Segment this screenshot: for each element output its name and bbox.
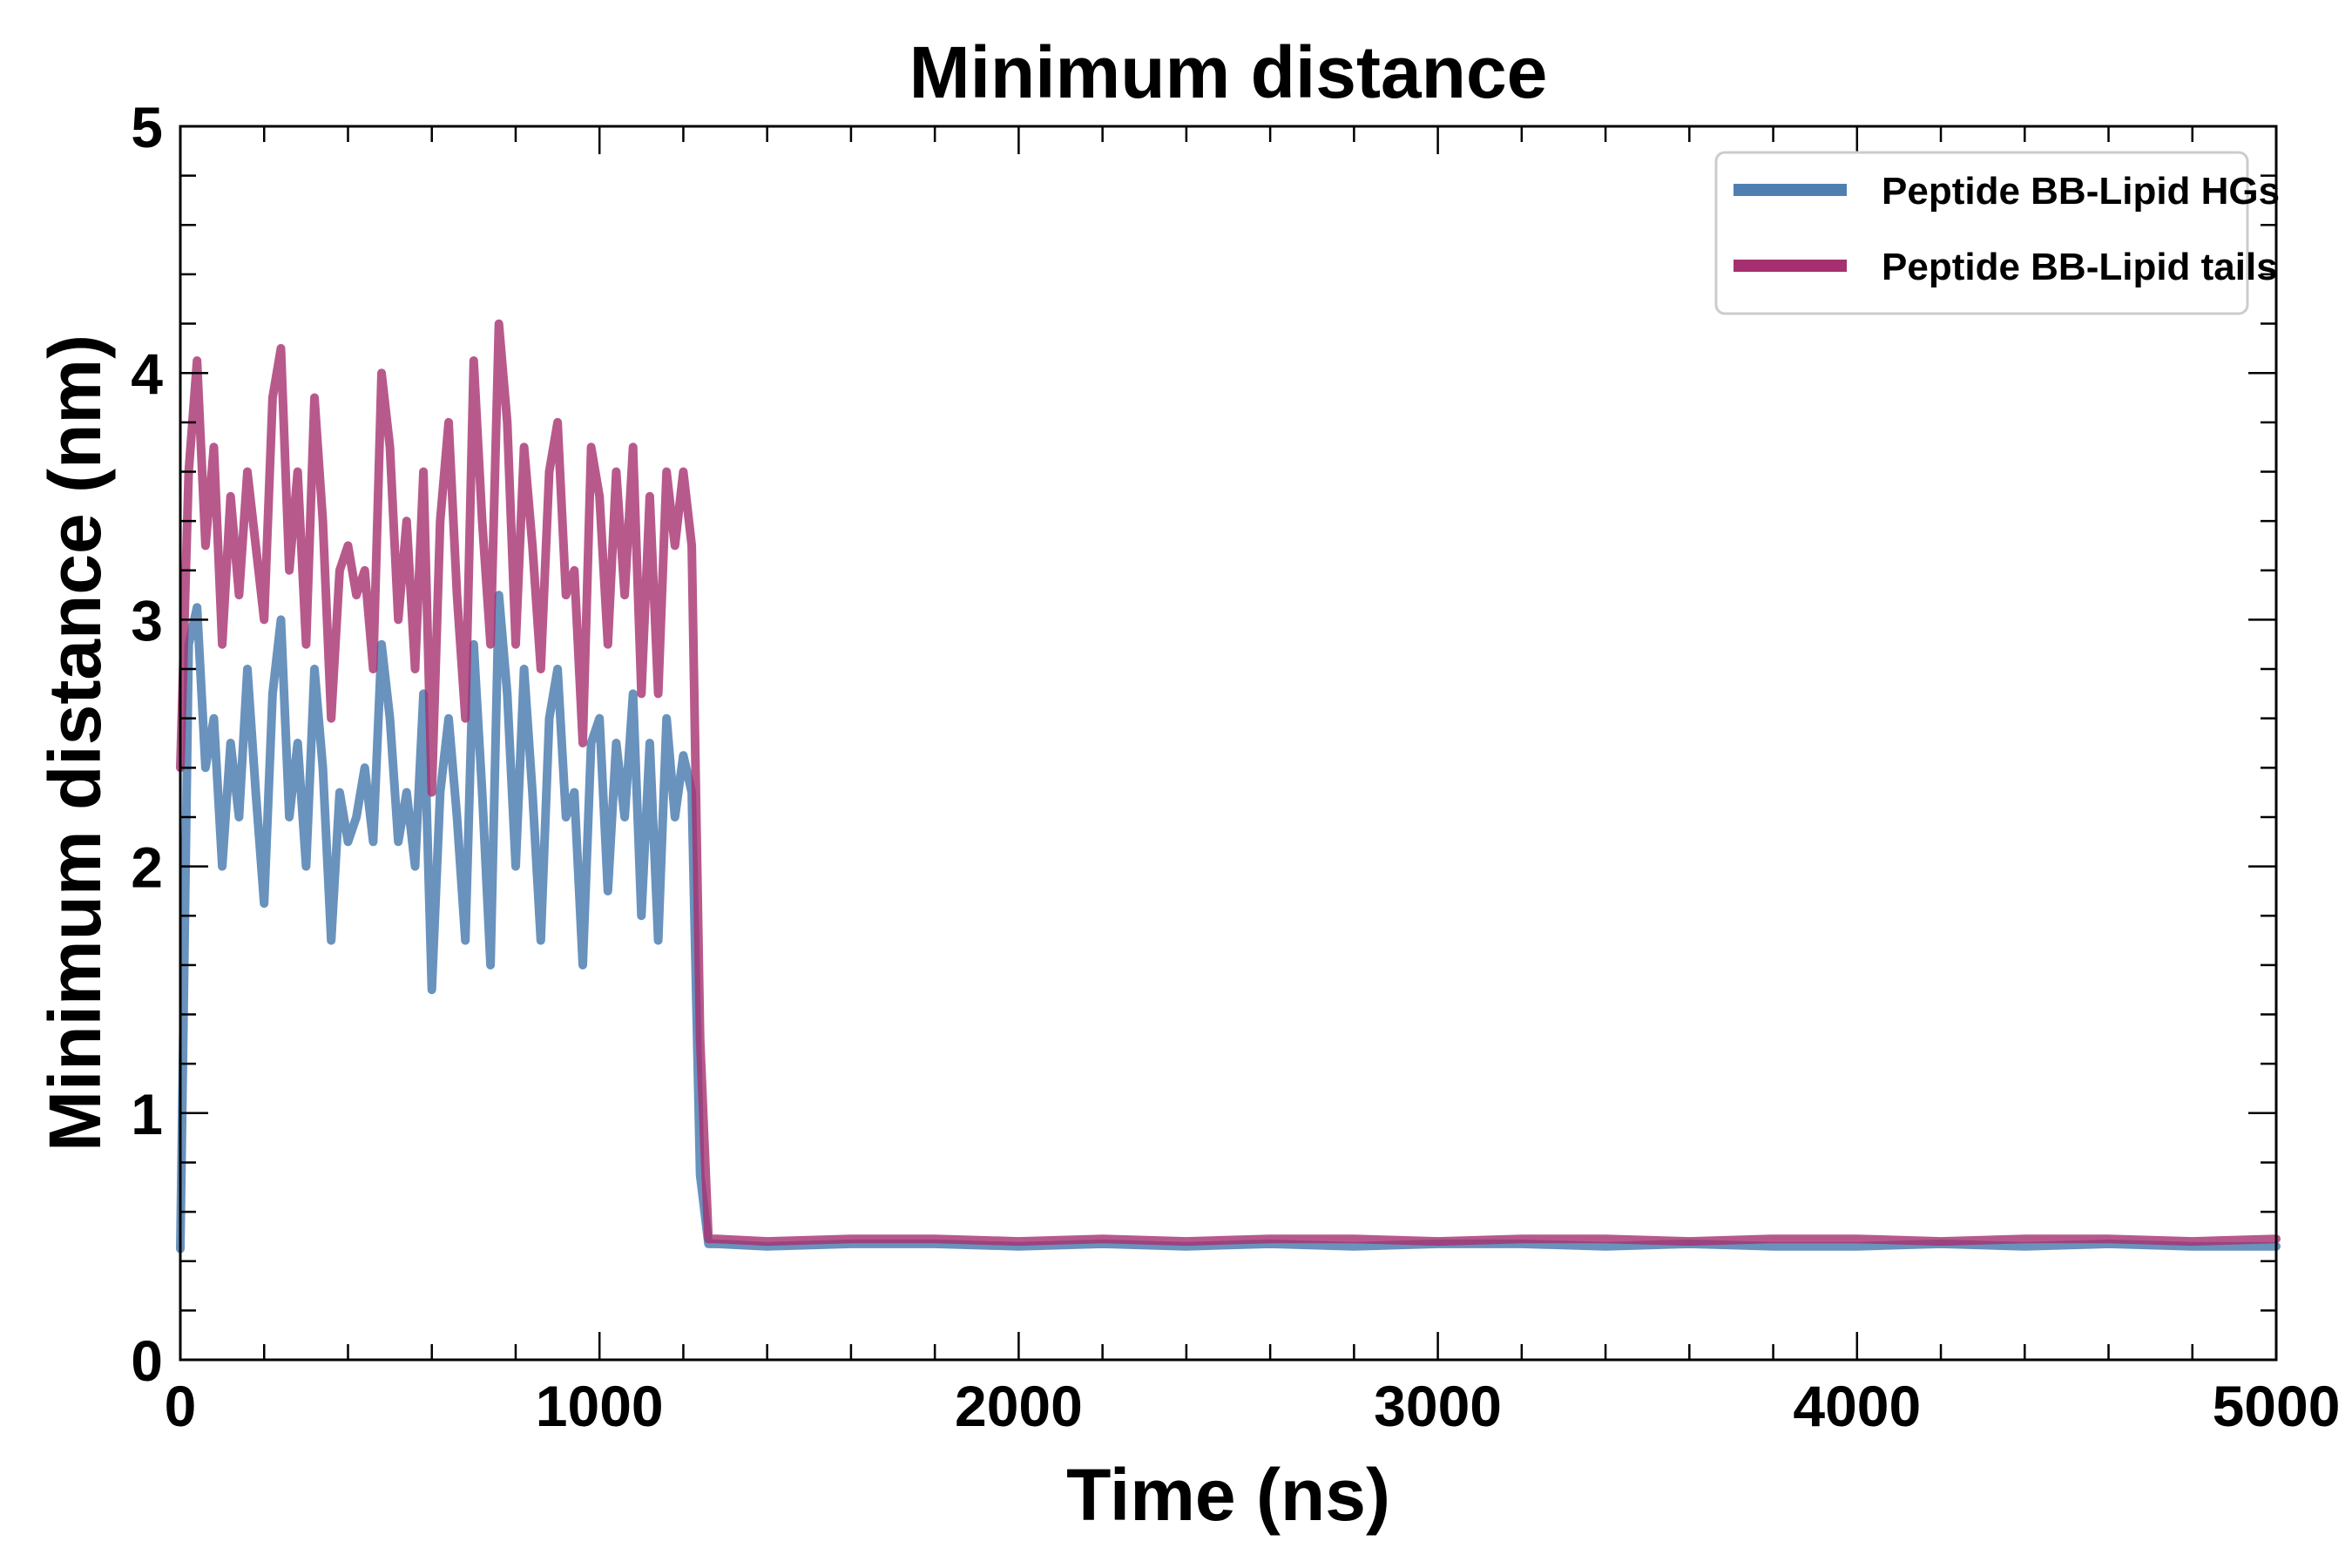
y-tick-label: 5 xyxy=(131,95,163,159)
legend-box xyxy=(1714,151,2249,315)
chart-title: Minimum distance xyxy=(909,31,1548,113)
plot-frame xyxy=(179,125,2278,1362)
x-tick-label: 3000 xyxy=(1374,1374,1502,1438)
x-tick-label: 0 xyxy=(165,1374,197,1438)
x-axis-label: Time (ns) xyxy=(1066,1454,1390,1536)
series-line-1 xyxy=(176,319,2281,1247)
y-axis: 0 1 2 3 4 5 xyxy=(131,95,2276,1393)
y-tick-label: 4 xyxy=(131,341,163,406)
x-tick-label: 4000 xyxy=(1793,1374,1921,1438)
legend-label-tails: Peptide BB-Lipid tails xyxy=(1882,246,2278,288)
x-tick-label: 5000 xyxy=(2213,1374,2341,1438)
series-line-0 xyxy=(176,591,2281,1254)
legend: Peptide BB-Lipid HGs Peptide BB-Lipid ta… xyxy=(1714,151,2280,315)
plot-area xyxy=(176,319,2281,1254)
x-tick-label: 2000 xyxy=(955,1374,1083,1438)
x-axis: 0 1000 2000 3000 4000 5000 xyxy=(165,126,2341,1438)
y-axis-label: Minimum distance (nm) xyxy=(34,335,116,1152)
y-tick-label: 2 xyxy=(131,835,163,900)
y-tick-label: 1 xyxy=(131,1082,163,1146)
y-tick-label: 3 xyxy=(131,588,163,652)
legend-label-hgs: Peptide BB-Lipid HGs xyxy=(1882,170,2280,213)
y-tick-label: 0 xyxy=(131,1328,163,1393)
x-tick-label: 1000 xyxy=(536,1374,664,1438)
